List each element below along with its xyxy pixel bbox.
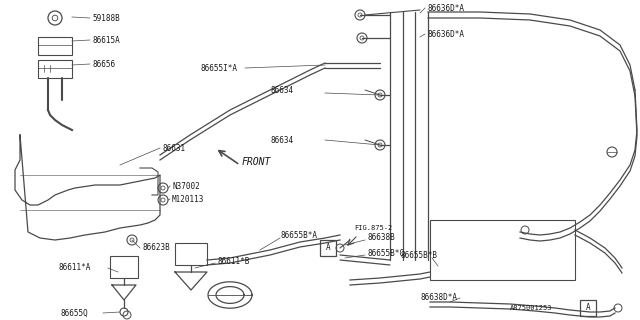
Text: M120113: M120113 bbox=[172, 195, 204, 204]
Text: 86636D*A: 86636D*A bbox=[427, 29, 464, 38]
Bar bbox=[110, 256, 138, 278]
Text: 86623B: 86623B bbox=[142, 244, 170, 252]
Text: 86655B*A: 86655B*A bbox=[280, 230, 317, 239]
Bar bbox=[38, 60, 72, 78]
Text: 59188B: 59188B bbox=[92, 13, 120, 22]
Text: 86638B: 86638B bbox=[367, 234, 395, 243]
Text: 86638D*A: 86638D*A bbox=[420, 293, 457, 302]
Bar bbox=[175, 243, 207, 265]
Bar bbox=[38, 37, 72, 55]
Text: 86631: 86631 bbox=[162, 143, 185, 153]
Text: 86655B*B: 86655B*B bbox=[400, 252, 437, 260]
Text: A: A bbox=[586, 303, 590, 313]
Text: FRONT: FRONT bbox=[242, 157, 271, 167]
Text: 86655B*C: 86655B*C bbox=[367, 249, 404, 258]
Text: 86615A: 86615A bbox=[92, 36, 120, 44]
Bar bbox=[320, 240, 336, 256]
Text: FIG.875-2: FIG.875-2 bbox=[354, 225, 392, 231]
Text: 86611*B: 86611*B bbox=[217, 258, 250, 267]
Text: 86636D*A: 86636D*A bbox=[427, 4, 464, 12]
Text: 86655Q: 86655Q bbox=[60, 308, 88, 317]
Text: 86634: 86634 bbox=[270, 85, 293, 94]
Text: 86656: 86656 bbox=[92, 60, 115, 68]
Text: 86634: 86634 bbox=[270, 135, 293, 145]
Bar bbox=[580, 300, 596, 316]
Bar bbox=[430, 220, 575, 280]
Text: N37002: N37002 bbox=[172, 181, 200, 190]
Text: 86611*A: 86611*A bbox=[58, 263, 90, 273]
Text: A875001253: A875001253 bbox=[510, 305, 552, 311]
Text: A: A bbox=[326, 244, 330, 252]
Text: 86655I*A: 86655I*A bbox=[200, 63, 237, 73]
